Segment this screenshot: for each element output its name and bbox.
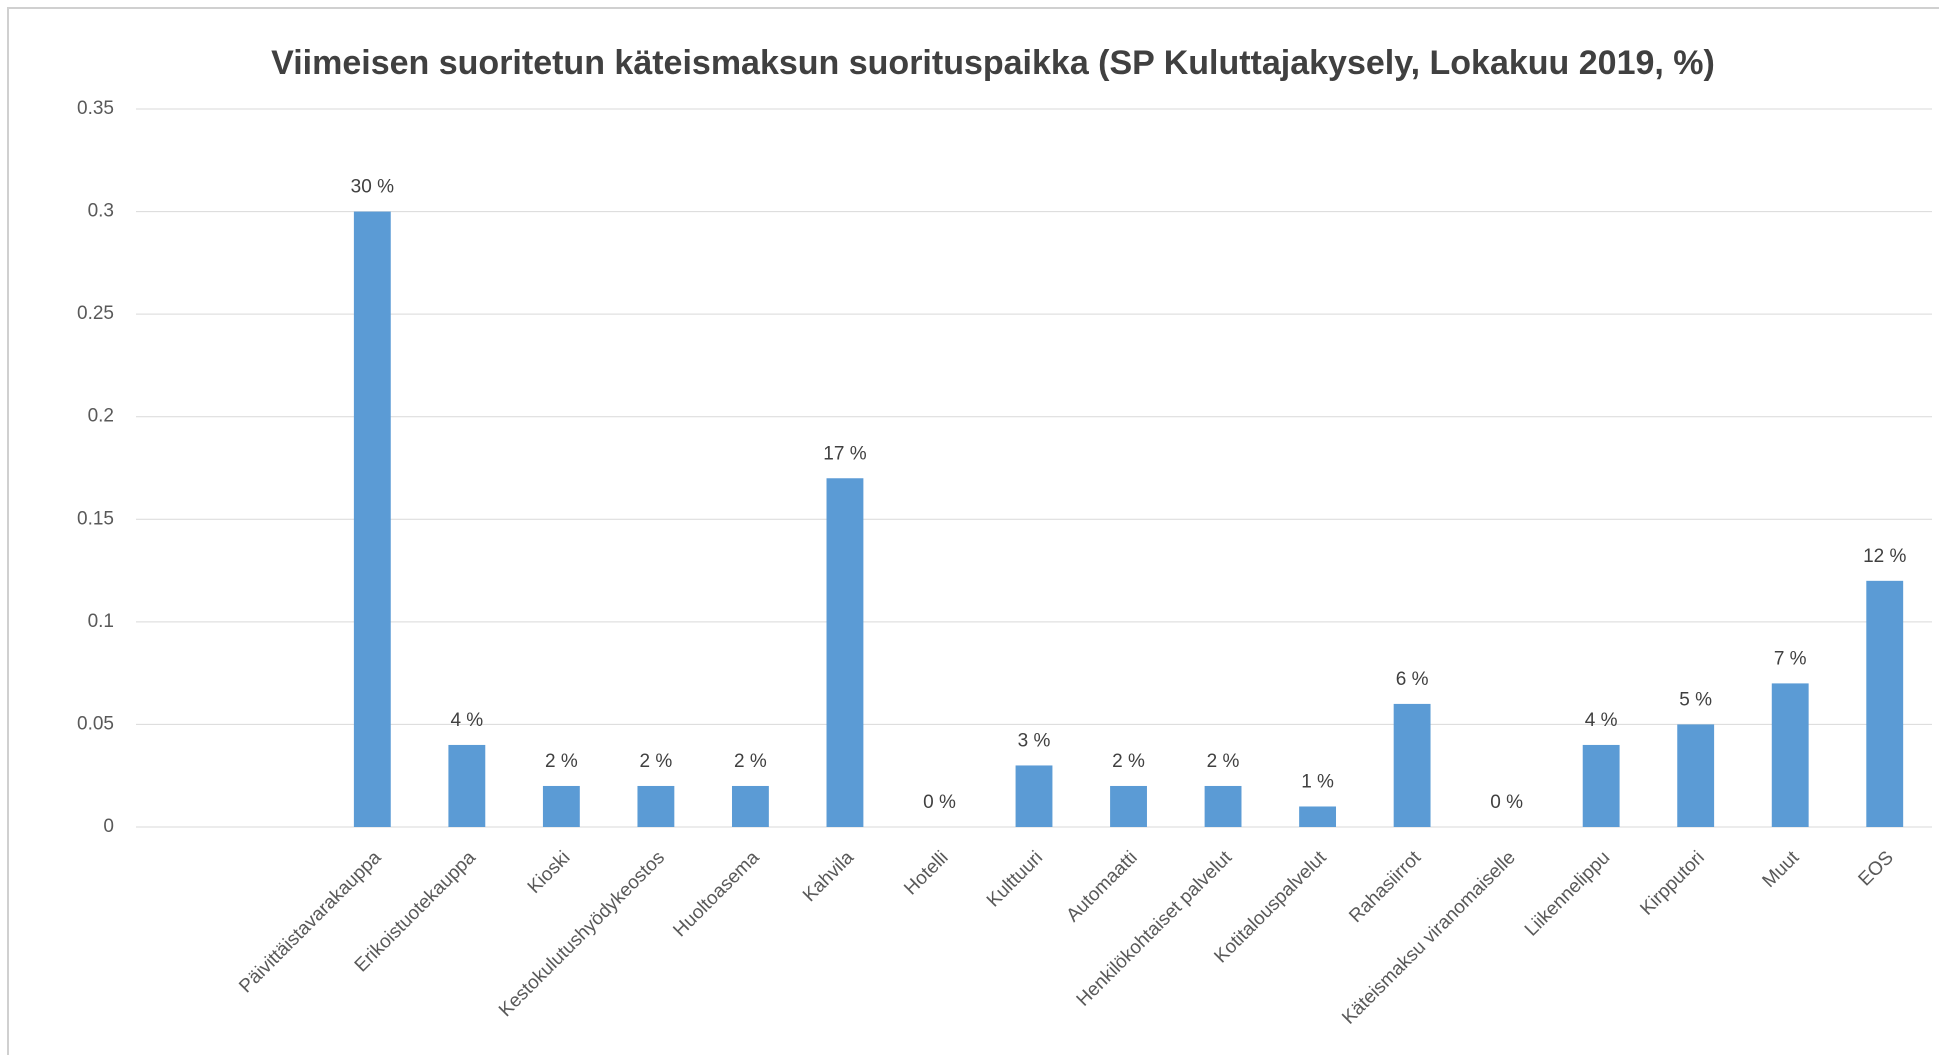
value-label: 7 % [1774,648,1807,669]
value-label: 12 % [1863,546,1906,567]
bar [1866,580,1904,827]
y-tick-label: 0.3 [88,201,114,222]
bar [353,211,391,828]
value-label: 3 % [1018,730,1051,751]
value-label: 2 % [640,751,673,772]
y-tick-label: 0.2 [88,406,114,427]
chart-title: Viimeisen suoritetun käteismaksun suorit… [271,44,1715,82]
value-label: 1 % [1301,772,1334,793]
bar [1204,785,1242,827]
value-label: 2 % [1207,751,1240,772]
value-label: 5 % [1679,689,1712,710]
value-label: 4 % [1585,710,1618,731]
bar [637,785,675,827]
bar [1393,703,1431,827]
value-label: 17 % [823,443,866,464]
value-label: 6 % [1396,669,1429,690]
y-tick-label: 0.25 [77,303,114,324]
value-label: 2 % [734,751,767,772]
value-label: 0 % [1490,792,1523,813]
bar [542,785,580,827]
y-tick-label: 0.15 [77,508,114,529]
value-label: 0 % [923,792,956,813]
value-label: 2 % [1112,751,1145,772]
value-label: 30 % [351,177,394,198]
bar [826,478,864,827]
bar [1299,806,1337,827]
bar [1582,744,1620,827]
bar [1771,683,1809,827]
bar [448,744,486,827]
bar [1110,785,1147,827]
y-tick-label: 0.1 [88,611,114,632]
value-label: 4 % [450,710,483,731]
bar [731,785,769,827]
value-label: 2 % [545,751,578,772]
y-tick-label: 0.05 [77,713,114,734]
bar [1677,724,1715,827]
y-tick-label: 0.35 [77,98,114,119]
chart-frame [7,7,1939,1055]
bar [1015,765,1053,827]
y-tick-label: 0 [103,816,114,837]
